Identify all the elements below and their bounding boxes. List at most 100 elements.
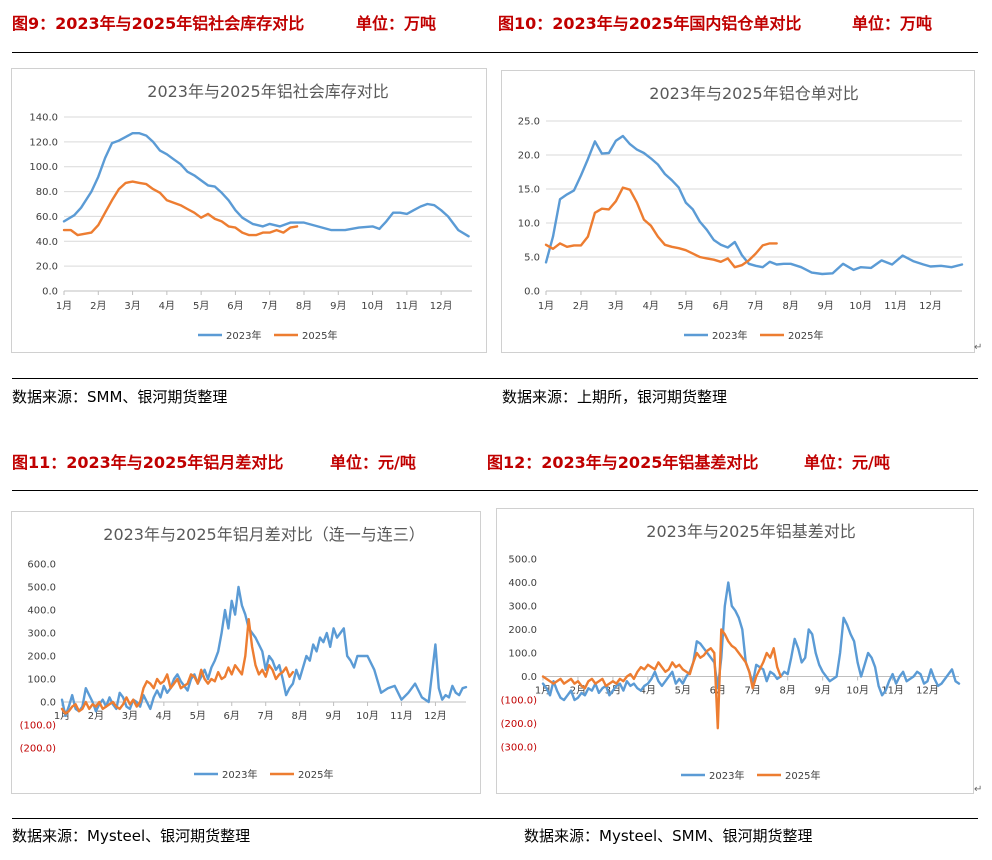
x-tick-label: 4月 xyxy=(159,300,175,312)
y-tick-label: 300.0 xyxy=(508,602,537,613)
x-tick-label: 8月 xyxy=(296,300,312,312)
y-tick-label: 20.0 xyxy=(36,262,58,273)
rule-mid-1 xyxy=(12,378,978,379)
chart-10-container: 2023年与2025年铝仓单对比 0.0 5.0 10.0 15.0 20.0 25.0 1月… xyxy=(501,70,975,353)
y-tick-label: (100.0) xyxy=(20,721,57,732)
legend-label: 2023年 xyxy=(712,329,747,342)
paragraph-mark: ↵ xyxy=(974,342,983,353)
x-tick-label: 3月 xyxy=(608,300,624,312)
x-tick-label: 2月 xyxy=(88,710,104,722)
y-tick-label: 100.0 xyxy=(29,162,58,173)
y-tick-label: (300.0) xyxy=(501,743,538,754)
y-tick-label: 300.0 xyxy=(27,629,56,640)
x-tick-label: 8月 xyxy=(783,300,799,312)
y-tick-label: 5.0 xyxy=(524,253,540,264)
chart-title: 2023年与2025年铝基差对比 xyxy=(646,522,855,541)
x-tick-label: 9月 xyxy=(817,300,833,312)
series-line-2025 xyxy=(541,628,782,730)
figure-9-source: 数据来源：SMM、银河期货整理 xyxy=(12,388,228,406)
chart-title: 2023年与2025年铝仓单对比 xyxy=(649,84,858,103)
x-tick-label: 5月 xyxy=(190,710,206,722)
y-tick-label: 120.0 xyxy=(29,137,58,148)
x-tick-label: 12月 xyxy=(424,710,447,722)
y-tick-label: 100.0 xyxy=(27,675,56,686)
series-line-2025 xyxy=(60,617,295,715)
x-tick-label: 9月 xyxy=(325,710,341,722)
x-tick-label: 8月 xyxy=(780,685,796,697)
y-tick-label: 140.0 xyxy=(29,113,58,124)
x-tick-label: 11月 xyxy=(395,300,418,312)
y-tick-label: 0.0 xyxy=(40,698,56,709)
figure-10-source: 数据来源：上期所，银河期货整理 xyxy=(502,388,728,406)
rule-top-2 xyxy=(12,490,978,491)
y-tick-label: 100.0 xyxy=(508,649,537,660)
x-tick-label: 2月 xyxy=(573,300,589,312)
x-tick-label: 6月 xyxy=(710,685,726,697)
x-tick-label: 7月 xyxy=(262,300,278,312)
x-tick-label: 11月 xyxy=(884,300,907,312)
x-tick-label: 8月 xyxy=(291,710,307,722)
chart-12-container: 2023年与2025年铝基差对比 (300.0) (200.0) (100.0) 0.0… xyxy=(496,508,974,794)
legend-label: 2025年 xyxy=(298,768,333,781)
x-tick-label: 4月 xyxy=(156,710,172,722)
y-tick-label: 15.0 xyxy=(518,185,540,196)
series-line-2023 xyxy=(60,585,468,718)
series-line-2023 xyxy=(544,134,964,276)
y-tick-label: 600.0 xyxy=(27,560,56,571)
y-tick-label: 400.0 xyxy=(27,606,56,617)
x-tick-label: 7月 xyxy=(748,300,764,312)
x-tick-label: 6月 xyxy=(713,300,729,312)
y-tick-label: 60.0 xyxy=(36,212,58,223)
figure-10-title: 图10：2023年与2025年国内铝仓单对比 xyxy=(498,14,802,33)
y-tick-label: (200.0) xyxy=(501,719,538,730)
x-tick-label: 10月 xyxy=(361,300,384,312)
x-tick-label: 7月 xyxy=(258,710,274,722)
x-tick-label: 4月 xyxy=(643,300,659,312)
chart-10-svg: 2023年与2025年铝仓单对比 0.0 5.0 10.0 15.0 20.0 25.0 1月… xyxy=(518,84,964,342)
x-tick-label: 5月 xyxy=(675,685,691,697)
figure-12-source: 数据来源：Mysteel、SMM、银河期货整理 xyxy=(524,827,813,845)
x-tick-label: 10月 xyxy=(356,710,379,722)
x-tick-label: 6月 xyxy=(227,300,243,312)
figure-12-unit: 单位：元/吨 xyxy=(804,453,890,472)
y-tick-label: 500.0 xyxy=(27,583,56,594)
x-tick-label: 12月 xyxy=(916,685,939,697)
y-tick-label: 10.0 xyxy=(518,219,540,230)
y-tick-label: 400.0 xyxy=(508,578,537,589)
y-tick-label: (200.0) xyxy=(20,744,57,755)
chart-title: 2023年与2025年铝社会库存对比 xyxy=(147,82,388,101)
figure-12-title: 图12：2023年与2025年铝基差对比 xyxy=(487,453,759,472)
x-tick-label: 9月 xyxy=(814,685,830,697)
x-tick-label: 6月 xyxy=(224,710,240,722)
y-tick-label: 0.0 xyxy=(521,672,537,683)
chart-9-svg: 2023年与2025年铝社会库存对比 0.0 20.0 40.0 60.0 80.0 100… xyxy=(29,82,472,342)
x-tick-label: 1月 xyxy=(538,300,554,312)
y-tick-label: 200.0 xyxy=(508,625,537,636)
x-tick-label: 12月 xyxy=(430,300,453,312)
figure-11-source: 数据来源：Mysteel、银河期货整理 xyxy=(12,827,251,845)
x-tick-label: 1月 xyxy=(56,300,72,312)
x-tick-label: 11月 xyxy=(390,710,413,722)
x-tick-label: 5月 xyxy=(193,300,209,312)
legend-label: 2023年 xyxy=(222,768,257,781)
y-tick-label: 500.0 xyxy=(508,555,537,566)
paragraph-mark-2: ↵ xyxy=(974,784,983,795)
y-tick-label: 25.0 xyxy=(518,117,540,128)
legend-label: 2025年 xyxy=(785,769,820,782)
chart-9-container: 2023年与2025年铝社会库存对比 0.0 20.0 40.0 60.0 80.0 100… xyxy=(11,68,487,353)
x-tick-label: 12月 xyxy=(919,300,942,312)
legend-label: 2023年 xyxy=(226,329,261,342)
chart-title: 2023年与2025年铝月差对比（连一与连三） xyxy=(103,525,424,544)
figure-11-title: 图11：2023年与2025年铝月差对比 xyxy=(12,453,284,472)
legend-label: 2023年 xyxy=(709,769,744,782)
chart-12-svg: 2023年与2025年铝基差对比 (300.0) (200.0) (100.0) 0.0… xyxy=(501,522,961,782)
chart-11-svg: 2023年与2025年铝月差对比（连一与连三） (200.0) (100.0) 0.0… xyxy=(20,525,468,781)
y-tick-label: 80.0 xyxy=(36,187,58,198)
x-tick-label: 10月 xyxy=(846,685,869,697)
series-line-2025 xyxy=(62,180,299,237)
x-tick-label: 3月 xyxy=(122,710,138,722)
chart-11-container: 2023年与2025年铝月差对比（连一与连三） (200.0) (100.0) 0.0… xyxy=(11,511,481,794)
series-line-2023 xyxy=(62,131,470,238)
legend-label: 2025年 xyxy=(302,329,337,342)
